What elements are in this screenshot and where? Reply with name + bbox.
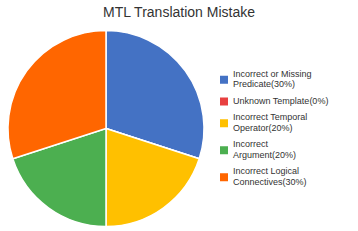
legend-label-line: Incorrect Logical bbox=[233, 166, 299, 176]
legend-label: Incorrect or MissingPredicate(30%) bbox=[233, 69, 312, 90]
legend-label-line: Connectives(30%) bbox=[233, 177, 307, 187]
legend-label: Incorrect LogicalConnectives(30%) bbox=[233, 166, 307, 187]
pie-slice bbox=[106, 129, 199, 227]
legend-label-line: Incorrect bbox=[233, 139, 269, 149]
chart-container: MTL Translation Mistake Incorrect or Miss… bbox=[0, 0, 358, 231]
chart-svg: MTL Translation Mistake Incorrect or Miss… bbox=[0, 0, 358, 231]
legend-item: Incorrect TemporalOperator(20%) bbox=[220, 112, 307, 132]
legend-item: IncorrectArgument(20%) bbox=[220, 139, 296, 160]
legend-swatch bbox=[220, 146, 228, 154]
legend: Incorrect or MissingPredicate(30%) Unknow… bbox=[220, 69, 328, 187]
legend-label-line: Incorrect Temporal bbox=[233, 112, 307, 122]
legend-swatch bbox=[220, 173, 228, 181]
legend-label-line: Argument(20%) bbox=[233, 150, 296, 160]
legend-swatch bbox=[220, 76, 228, 84]
legend-label: Incorrect TemporalOperator(20%) bbox=[233, 112, 307, 132]
chart-title: MTL Translation Mistake bbox=[103, 4, 255, 20]
legend-label: IncorrectArgument(20%) bbox=[233, 139, 296, 160]
legend-item: Incorrect or MissingPredicate(30%) bbox=[220, 69, 312, 90]
legend-label-line: Operator(20%) bbox=[233, 123, 293, 133]
legend-item: Incorrect LogicalConnectives(30%) bbox=[220, 166, 307, 187]
legend-swatch bbox=[220, 119, 228, 127]
pie-group bbox=[8, 31, 204, 227]
legend-label-line: Predicate(30%) bbox=[233, 79, 295, 89]
legend-label: Unknown Template(0%) bbox=[233, 96, 328, 106]
legend-label-line: Incorrect or Missing bbox=[233, 69, 312, 79]
pie-slice bbox=[8, 31, 106, 159]
legend-label-line: Unknown Template(0%) bbox=[233, 96, 328, 106]
legend-swatch bbox=[220, 98, 228, 106]
legend-item: Unknown Template(0%) bbox=[220, 96, 328, 106]
